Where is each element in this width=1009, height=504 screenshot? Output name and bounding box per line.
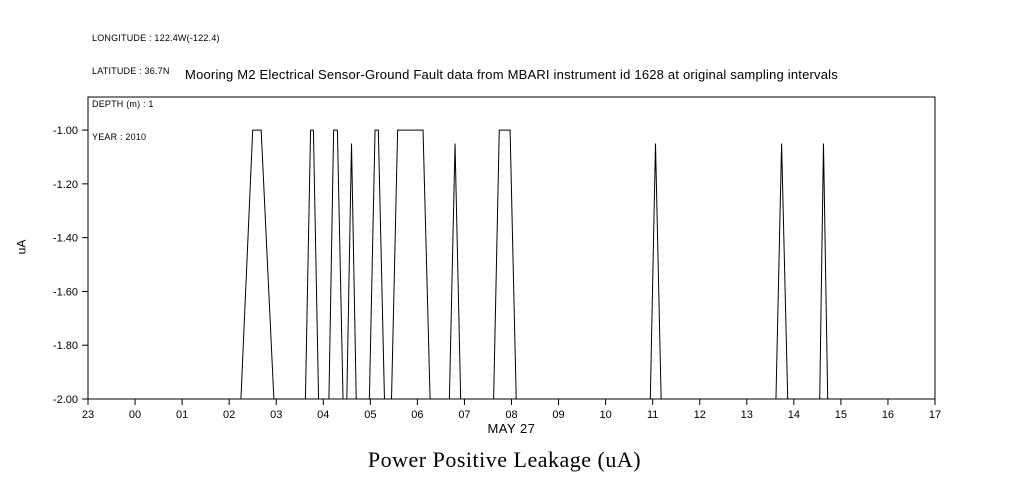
metadata-latitude: LATITUDE : 36.7N [92, 66, 170, 76]
plot-frame [87, 96, 936, 400]
metadata-year: YEAR : 2010 [92, 132, 147, 142]
bottom-title: Power Positive Leakage (uA) [367, 447, 642, 472]
x-tick-label: 10 [599, 409, 611, 421]
y-axis-label: uA [14, 239, 29, 255]
x-tick-label: 00 [129, 409, 141, 421]
y-tick-label: -1.40 [53, 233, 78, 245]
x-tick-label: 15 [835, 409, 847, 421]
y-tick-label: -1.60 [53, 286, 78, 298]
x-tick-label: 04 [317, 409, 329, 421]
x-tick-label: 02 [223, 409, 235, 421]
x-tick-label: 11 [647, 409, 658, 421]
x-tick-label: 06 [411, 409, 423, 421]
x-tick-label: 09 [552, 409, 564, 421]
metadata-longitude: LONGITUDE : 122.4W(-122.4) [92, 33, 220, 43]
metadata-depth: DEPTH (m) : 1 [92, 99, 154, 109]
station-metadata: LONGITUDE : 122.4W(-122.4) LATITUDE : 36… [92, 11, 220, 165]
x-tick-label: 03 [270, 409, 282, 421]
x-tick-label: 16 [882, 409, 894, 421]
y-tick-label: -1.00 [53, 125, 78, 137]
x-tick-label: 07 [458, 409, 470, 421]
y-tick-label: -1.20 [53, 179, 78, 191]
x-tick-label: 17 [929, 409, 941, 421]
x-axis-label: MAY 27 [487, 421, 536, 436]
x-tick-label: 01 [176, 409, 188, 421]
y-tick-label: -1.80 [53, 340, 78, 352]
x-tick-label: 23 [82, 409, 94, 421]
y-tick-label: -2.00 [53, 394, 78, 406]
chart-title: Mooring M2 Electrical Sensor-Ground Faul… [185, 67, 838, 82]
x-tick-label: 14 [788, 409, 800, 421]
x-tick-label: 12 [694, 409, 706, 421]
x-tick-label: 13 [741, 409, 753, 421]
x-tick-label: 08 [505, 409, 517, 421]
x-tick-label: 05 [364, 409, 376, 421]
data-line [88, 129, 935, 400]
